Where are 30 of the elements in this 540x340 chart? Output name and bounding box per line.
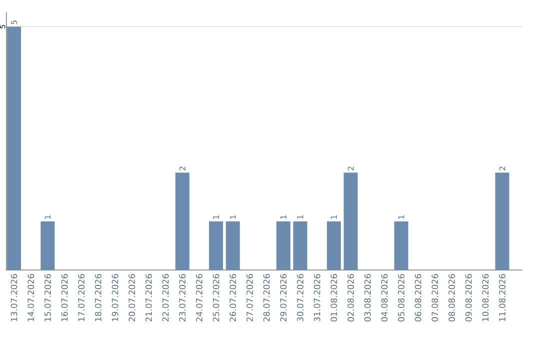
x-tick-label: 04.08.2026 bbox=[381, 274, 388, 322]
x-tick-label: 20.07.2026 bbox=[128, 274, 136, 322]
x-tick-label: 17.07.2026 bbox=[78, 274, 85, 322]
x-tick-label: 15.07.2026 bbox=[44, 274, 51, 322]
x-tick-label: 09.08.2026 bbox=[465, 274, 472, 322]
x-tick-label: 06.08.2026 bbox=[414, 274, 422, 322]
x-tick-label: 02.08.2026 bbox=[348, 274, 354, 322]
x-tick-label: 16.07.2026 bbox=[61, 274, 68, 322]
x-tick-label: 28.07.2026 bbox=[263, 274, 270, 322]
x-tick-label: 03.08.2026 bbox=[364, 274, 371, 322]
x-tick-label: 24.07.2026 bbox=[196, 274, 202, 322]
x-tick-label: 05.08.2026 bbox=[398, 274, 404, 322]
x-tick-label: 26.07.2026 bbox=[230, 274, 236, 322]
x-tick-label: 22.07.2026 bbox=[162, 274, 169, 322]
x-tick-label: 25.07.2026 bbox=[212, 274, 220, 322]
x-tick-label: 13.07.2026 bbox=[10, 274, 18, 322]
x-tick-label: 19.07.2026 bbox=[112, 274, 118, 322]
x-tick-label: 10.08.2026 bbox=[482, 274, 489, 322]
x-tick-label: 21.07.2026 bbox=[145, 274, 152, 322]
x-tick-label: 31.07.2026 bbox=[314, 274, 320, 322]
x-tick-label: 07.08.2026 bbox=[432, 274, 438, 322]
x-tick-label: 08.08.2026 bbox=[448, 274, 455, 322]
x-tick-label: 18.07.2026 bbox=[94, 274, 102, 322]
x-tick-label: 27.07.2026 bbox=[246, 274, 253, 322]
x-tick-label: 30.07.2026 bbox=[297, 274, 304, 322]
x-tick-label: 23.07.2026 bbox=[179, 274, 186, 322]
x-tick-label: 29.07.2026 bbox=[280, 274, 287, 322]
x-tick-label: 01.08.2026 bbox=[330, 274, 338, 322]
x-tick-label: 11.08.2026 bbox=[499, 274, 506, 322]
x-tick-label: 14.07.2026 bbox=[28, 274, 34, 322]
